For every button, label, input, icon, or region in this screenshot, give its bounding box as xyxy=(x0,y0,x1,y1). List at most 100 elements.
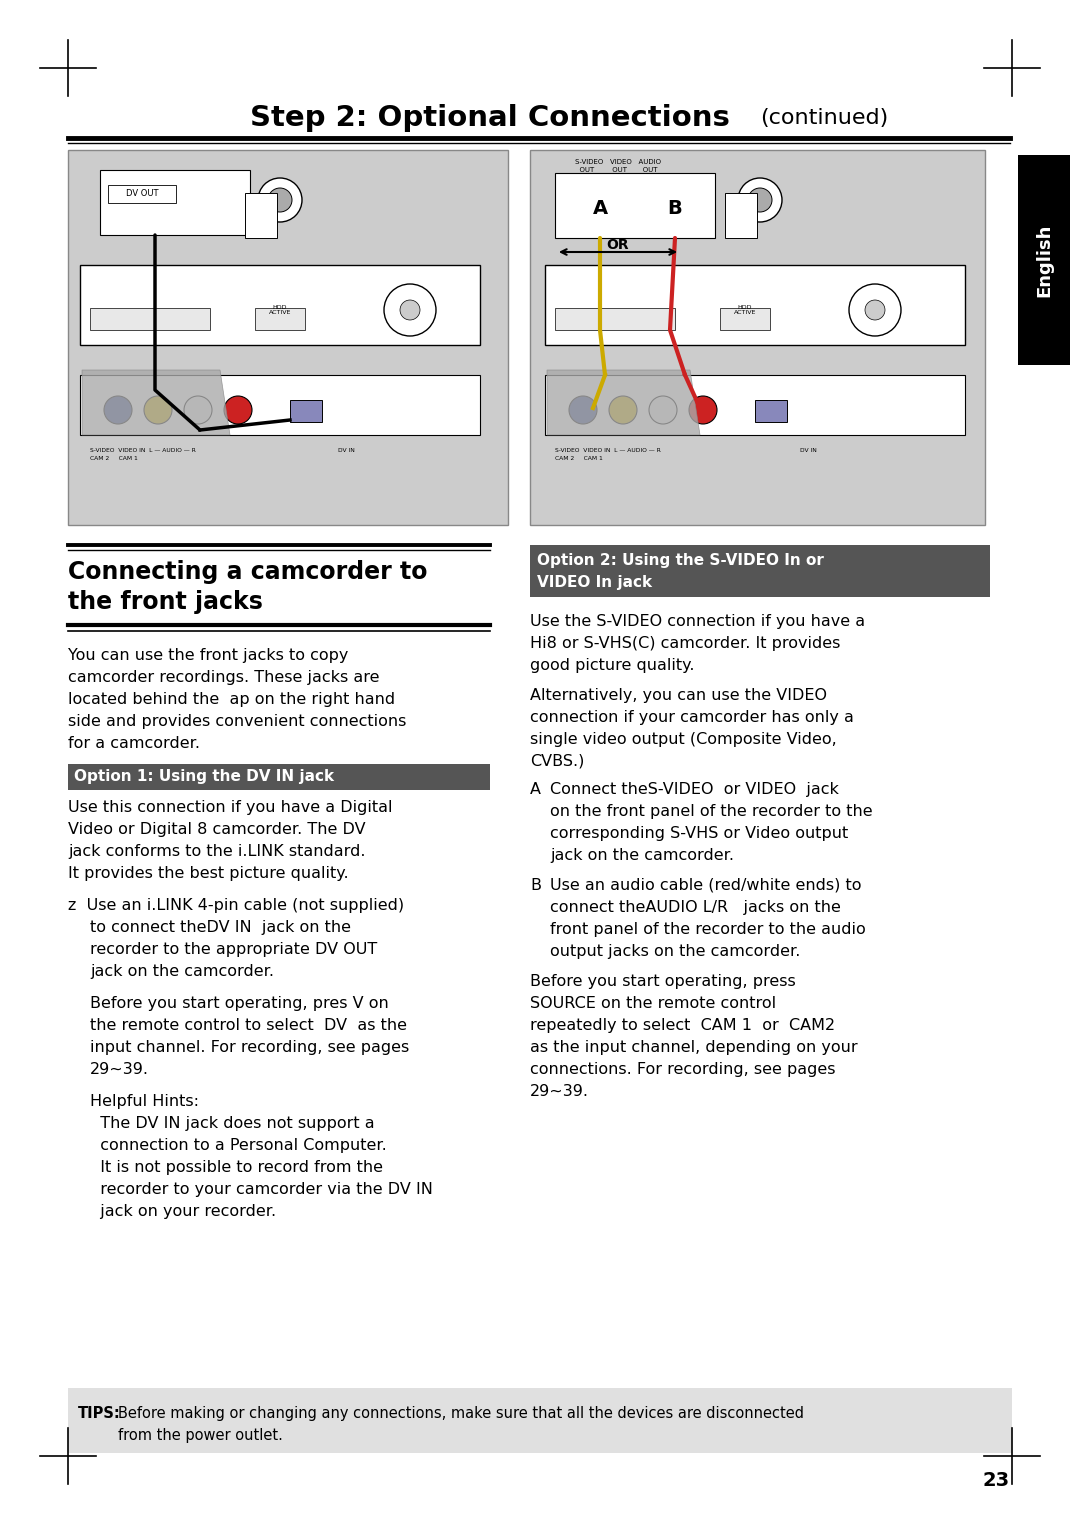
Text: to connect theDV IN  jack on the: to connect theDV IN jack on the xyxy=(90,920,351,936)
Text: Alternatively, you can use the VIDEO: Alternatively, you can use the VIDEO xyxy=(530,687,827,703)
Text: CVBS.): CVBS.) xyxy=(530,754,584,770)
Text: connection to a Personal Computer.: connection to a Personal Computer. xyxy=(90,1138,387,1154)
Text: A: A xyxy=(530,782,541,797)
Circle shape xyxy=(849,283,901,335)
Text: B: B xyxy=(667,198,683,218)
Text: HDD
ACTIVE: HDD ACTIVE xyxy=(269,305,292,315)
Bar xyxy=(530,546,990,597)
Text: Before making or changing any connections, make sure that all the devices are di: Before making or changing any connection… xyxy=(118,1407,804,1420)
Text: S-VIDEO  VIDEO IN  L — AUDIO — R: S-VIDEO VIDEO IN L — AUDIO — R xyxy=(555,448,661,453)
Text: 23: 23 xyxy=(983,1471,1010,1489)
Circle shape xyxy=(384,283,436,335)
Bar xyxy=(90,308,210,331)
Circle shape xyxy=(609,396,637,424)
Text: from the power outlet.: from the power outlet. xyxy=(118,1428,283,1443)
Circle shape xyxy=(184,396,212,424)
Bar xyxy=(545,375,966,434)
Circle shape xyxy=(689,396,717,424)
Text: Use this connection if you have a Digital: Use this connection if you have a Digita… xyxy=(68,800,392,815)
Text: Hi8 or S-VHS(C) camcorder. It provides: Hi8 or S-VHS(C) camcorder. It provides xyxy=(530,636,840,651)
Text: repeatedly to select  CAM 1  or  CAM2: repeatedly to select CAM 1 or CAM2 xyxy=(530,1018,835,1033)
Text: CAM 2     CAM 1: CAM 2 CAM 1 xyxy=(90,457,138,462)
Text: It provides the best picture quality.: It provides the best picture quality. xyxy=(68,866,349,881)
Text: S-VIDEO   VIDEO   AUDIO: S-VIDEO VIDEO AUDIO xyxy=(575,158,661,165)
Text: S-VIDEO  VIDEO IN  L — AUDIO — R: S-VIDEO VIDEO IN L — AUDIO — R xyxy=(90,448,195,453)
Text: good picture quality.: good picture quality. xyxy=(530,658,694,674)
Text: corresponding S-VHS or Video output: corresponding S-VHS or Video output xyxy=(550,826,848,841)
Text: as the input channel, depending on your: as the input channel, depending on your xyxy=(530,1039,858,1055)
Text: recorder to the appropriate DV OUT: recorder to the appropriate DV OUT xyxy=(90,942,377,957)
Bar xyxy=(725,194,757,238)
Text: DV IN: DV IN xyxy=(800,448,816,453)
Bar xyxy=(555,174,715,238)
Circle shape xyxy=(268,187,292,212)
Text: A: A xyxy=(593,198,608,218)
Text: Option 1: Using the DV IN jack: Option 1: Using the DV IN jack xyxy=(75,770,334,785)
Text: B: B xyxy=(530,878,541,893)
Bar xyxy=(255,308,305,331)
Text: Step 2: Optional Connections: Step 2: Optional Connections xyxy=(251,104,730,133)
Circle shape xyxy=(104,396,132,424)
Bar xyxy=(68,1388,1012,1452)
Bar xyxy=(1018,155,1070,366)
Text: DV IN: DV IN xyxy=(338,448,354,453)
Circle shape xyxy=(569,396,597,424)
Text: Helpful Hints:: Helpful Hints: xyxy=(90,1094,199,1109)
Text: (continued): (continued) xyxy=(760,108,888,128)
Text: CAM 2     CAM 1: CAM 2 CAM 1 xyxy=(555,457,603,462)
Text: z  Use an i.LINK 4-pin cable (not supplied): z Use an i.LINK 4-pin cable (not supplie… xyxy=(68,898,404,913)
Text: jack conforms to the i.LINK standard.: jack conforms to the i.LINK standard. xyxy=(68,844,365,860)
Text: the front jacks: the front jacks xyxy=(68,590,262,614)
Circle shape xyxy=(258,178,302,223)
Text: Video or Digital 8 camcorder. The DV: Video or Digital 8 camcorder. The DV xyxy=(68,821,366,837)
Polygon shape xyxy=(546,370,700,434)
Bar xyxy=(68,149,508,524)
Text: recorder to your camcorder via the DV IN: recorder to your camcorder via the DV IN xyxy=(90,1183,433,1196)
Text: located behind the  ap on the right hand: located behind the ap on the right hand xyxy=(68,692,395,707)
Bar xyxy=(720,308,770,331)
Bar xyxy=(68,764,490,789)
Text: single video output (Composite Video,: single video output (Composite Video, xyxy=(530,732,837,747)
Bar xyxy=(245,194,276,238)
Text: 29~39.: 29~39. xyxy=(90,1062,149,1077)
Text: OR: OR xyxy=(607,238,630,251)
Text: OUT        OUT       OUT: OUT OUT OUT xyxy=(575,168,658,174)
Text: output jacks on the camcorder.: output jacks on the camcorder. xyxy=(550,943,800,959)
Text: jack on the camcorder.: jack on the camcorder. xyxy=(550,847,734,863)
Text: You can use the front jacks to copy: You can use the front jacks to copy xyxy=(68,648,349,663)
Bar xyxy=(755,399,787,422)
Bar xyxy=(545,265,966,344)
Circle shape xyxy=(738,178,782,223)
Text: input channel. For recording, see pages: input channel. For recording, see pages xyxy=(90,1039,409,1055)
Text: side and provides convenient connections: side and provides convenient connections xyxy=(68,715,406,728)
Text: TIPS:: TIPS: xyxy=(78,1407,121,1420)
Bar xyxy=(108,184,176,203)
Text: jack on your recorder.: jack on your recorder. xyxy=(90,1204,276,1219)
Text: connections. For recording, see pages: connections. For recording, see pages xyxy=(530,1062,836,1077)
Bar xyxy=(100,171,249,235)
Text: connect theAUDIO L/R   jacks on the: connect theAUDIO L/R jacks on the xyxy=(550,901,841,914)
Circle shape xyxy=(400,300,420,320)
Text: VIDEO In jack: VIDEO In jack xyxy=(537,576,652,590)
Circle shape xyxy=(748,187,772,212)
Bar xyxy=(291,399,322,422)
Text: Connecting a camcorder to: Connecting a camcorder to xyxy=(68,559,428,584)
Text: English: English xyxy=(1035,224,1053,297)
Text: Connect theS-VIDEO  or VIDEO  jack: Connect theS-VIDEO or VIDEO jack xyxy=(550,782,839,797)
Text: Use an audio cable (red/white ends) to: Use an audio cable (red/white ends) to xyxy=(550,878,862,893)
Circle shape xyxy=(865,300,885,320)
Text: Before you start operating, pres V on: Before you start operating, pres V on xyxy=(90,997,389,1010)
Bar xyxy=(555,308,675,331)
Text: connection if your camcorder has only a: connection if your camcorder has only a xyxy=(530,710,854,725)
Bar xyxy=(80,265,480,344)
Text: The DV IN jack does not support a: The DV IN jack does not support a xyxy=(90,1116,375,1131)
Text: SOURCE on the remote control: SOURCE on the remote control xyxy=(530,997,777,1010)
Text: Use the S-VIDEO connection if you have a: Use the S-VIDEO connection if you have a xyxy=(530,614,865,629)
Text: jack on the camcorder.: jack on the camcorder. xyxy=(90,965,274,978)
Text: the remote control to select  DV  as the: the remote control to select DV as the xyxy=(90,1018,407,1033)
Polygon shape xyxy=(82,370,230,434)
Text: 29~39.: 29~39. xyxy=(530,1084,589,1099)
Circle shape xyxy=(649,396,677,424)
Circle shape xyxy=(224,396,252,424)
Text: front panel of the recorder to the audio: front panel of the recorder to the audio xyxy=(550,922,866,937)
